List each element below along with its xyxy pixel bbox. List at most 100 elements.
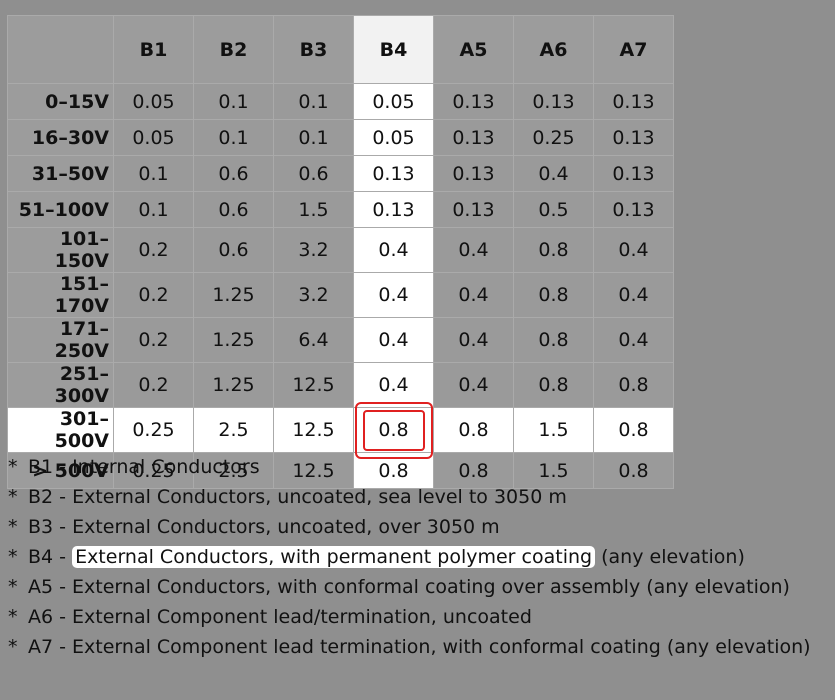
spacing-value: 0.13 [593,119,674,156]
note-code-prefix: B4 - [28,546,73,568]
spacing-value: 0.25 [113,407,194,453]
legend-note: * B4 - External Conductors, with permanen… [8,542,811,572]
spacing-value: 0.13 [353,155,434,192]
spacing-value: 0.05 [353,83,434,120]
spacing-value: 12.5 [273,452,354,489]
note-description: External Component lead termination, wit… [72,636,811,658]
spacing-value: 0.8 [593,452,674,489]
spacing-value: 1.5 [513,407,594,453]
column-header: A6 [513,15,594,84]
spacing-value: 0.13 [433,155,514,192]
spacing-value: 0.13 [433,119,514,156]
column-header: B2 [193,15,274,84]
spacing-value: 0.4 [353,362,434,408]
spacing-value: 0.6 [193,155,274,192]
spacing-value: 2.5 [193,407,274,453]
spacing-value: 6.4 [273,317,354,363]
voltage-range-label: 301–500V [7,407,114,453]
legend-notes-list: * B1 - Internal Conductors * B2 - External … [8,452,811,662]
spacing-value: 0.25 [113,452,194,489]
spacing-value: 0.8 [513,317,594,363]
note-code-prefix: A5 - [28,576,73,598]
table-row: 31–50V 0.1 0.6 0.6 0.13 0.13 0.4 0.13 [7,155,674,192]
spacing-value: 0.4 [353,227,434,273]
voltage-range-label: 251–300V [7,362,114,408]
legend-note: * B1 - Internal Conductors [8,452,811,482]
column-header-highlighted: B4 [353,15,434,84]
selected-spacing-value: 0.8 [353,407,434,453]
spacing-value: 0.8 [513,272,594,318]
voltage-range-label: > 500V [7,452,114,489]
voltage-range-label: 171–250V [7,317,114,363]
spacing-value: 0.2 [113,362,194,408]
spacing-value: 0.5 [513,191,594,228]
spacing-value: 0.4 [593,272,674,318]
legend-note: * B2 - External Conductors, uncoated, sea… [8,482,811,512]
bullet-asterisk: * [8,456,18,478]
spacing-value: 0.05 [113,119,194,156]
column-header: B3 [273,15,354,84]
note-highlighted-text: External Conductors, with permanent poly… [72,546,596,568]
note-code-prefix: A7 - [28,636,73,658]
table-row: 171–250V 0.2 1.25 6.4 0.4 0.4 0.8 0.4 [7,317,674,363]
spacing-value: 0.8 [593,407,674,453]
spacing-value: 0.4 [353,317,434,363]
spacing-value: 0.4 [433,227,514,273]
spacing-value: 0.4 [353,272,434,318]
spacing-value: 0.8 [513,362,594,408]
spacing-value: 0.6 [193,227,274,273]
spacing-value: 0.1 [193,83,274,120]
column-header: B1 [113,15,194,84]
spacing-value: 0.2 [113,317,194,363]
spacing-value: 0.1 [273,119,354,156]
spacing-value: 0.1 [113,191,194,228]
spacing-value: 0.2 [113,272,194,318]
bullet-asterisk: * [8,606,18,628]
note-description: Internal Conductors [72,456,260,478]
spacing-value: 0.6 [193,191,274,228]
note-code-prefix: B1 - [28,456,73,478]
legend-note: * B3 - External Conductors, uncoated, ove… [8,512,811,542]
spacing-value: 3.2 [273,272,354,318]
column-header: A5 [433,15,514,84]
spacing-value: 12.5 [273,407,354,453]
note-description: External Conductors, uncoated, sea level… [72,486,567,508]
voltage-range-label: 0–15V [7,83,114,120]
note-description: External Conductors, uncoated, over 3050… [72,516,500,538]
table-row: 0–15V 0.05 0.1 0.1 0.05 0.13 0.13 0.13 [7,83,674,120]
spacing-value: 3.2 [273,227,354,273]
spacing-value: 0.4 [433,272,514,318]
spacing-value: 0.1 [193,119,274,156]
legend-note: * A6 - External Component lead/terminatio… [8,602,811,632]
spacing-value: 0.4 [433,362,514,408]
note-code-prefix: B3 - [28,516,73,538]
spacing-value: 0.13 [593,191,674,228]
spacing-value: 2.5 [193,452,274,489]
spacing-value: 1.5 [513,452,594,489]
spacing-value: 0.13 [593,83,674,120]
spacing-value: 0.13 [593,155,674,192]
spacing-value: 0.05 [113,83,194,120]
spacing-value: 0.13 [353,191,434,228]
bullet-asterisk: * [8,576,18,598]
spacing-value: 0.8 [513,227,594,273]
note-description: External Conductors, with conformal coat… [72,576,790,598]
spacing-value: 1.5 [273,191,354,228]
table-row: > 500V 0.25 2.5 12.5 0.8 0.8 1.5 0.8 [7,452,674,489]
conductor-spacing-table: B1 B2 B3 B4 A5 A6 A7 0–15V 0.05 0.1 0.1 0.05… [7,15,674,489]
voltage-range-label: 151–170V [7,272,114,318]
spacing-value: 0.13 [433,191,514,228]
table-row: 251–300V 0.2 1.25 12.5 0.4 0.4 0.8 0.8 [7,362,674,408]
bullet-asterisk: * [8,516,18,538]
spacing-value: 0.6 [273,155,354,192]
spacing-value: 0.13 [433,83,514,120]
spacing-value: 0.2 [113,227,194,273]
bullet-asterisk: * [8,546,18,568]
spacing-value: 0.8 [593,362,674,408]
spacing-value: 0.05 [353,119,434,156]
table-row: 151–170V 0.2 1.25 3.2 0.4 0.4 0.8 0.4 [7,272,674,318]
table-row: 301–500V 0.25 2.5 12.5 0.8 0.8 1.5 0.8 [7,407,674,453]
table-row: 51–100V 0.1 0.6 1.5 0.13 0.13 0.5 0.13 [7,191,674,228]
spacing-value: 0.4 [513,155,594,192]
spacing-value: 0.25 [513,119,594,156]
